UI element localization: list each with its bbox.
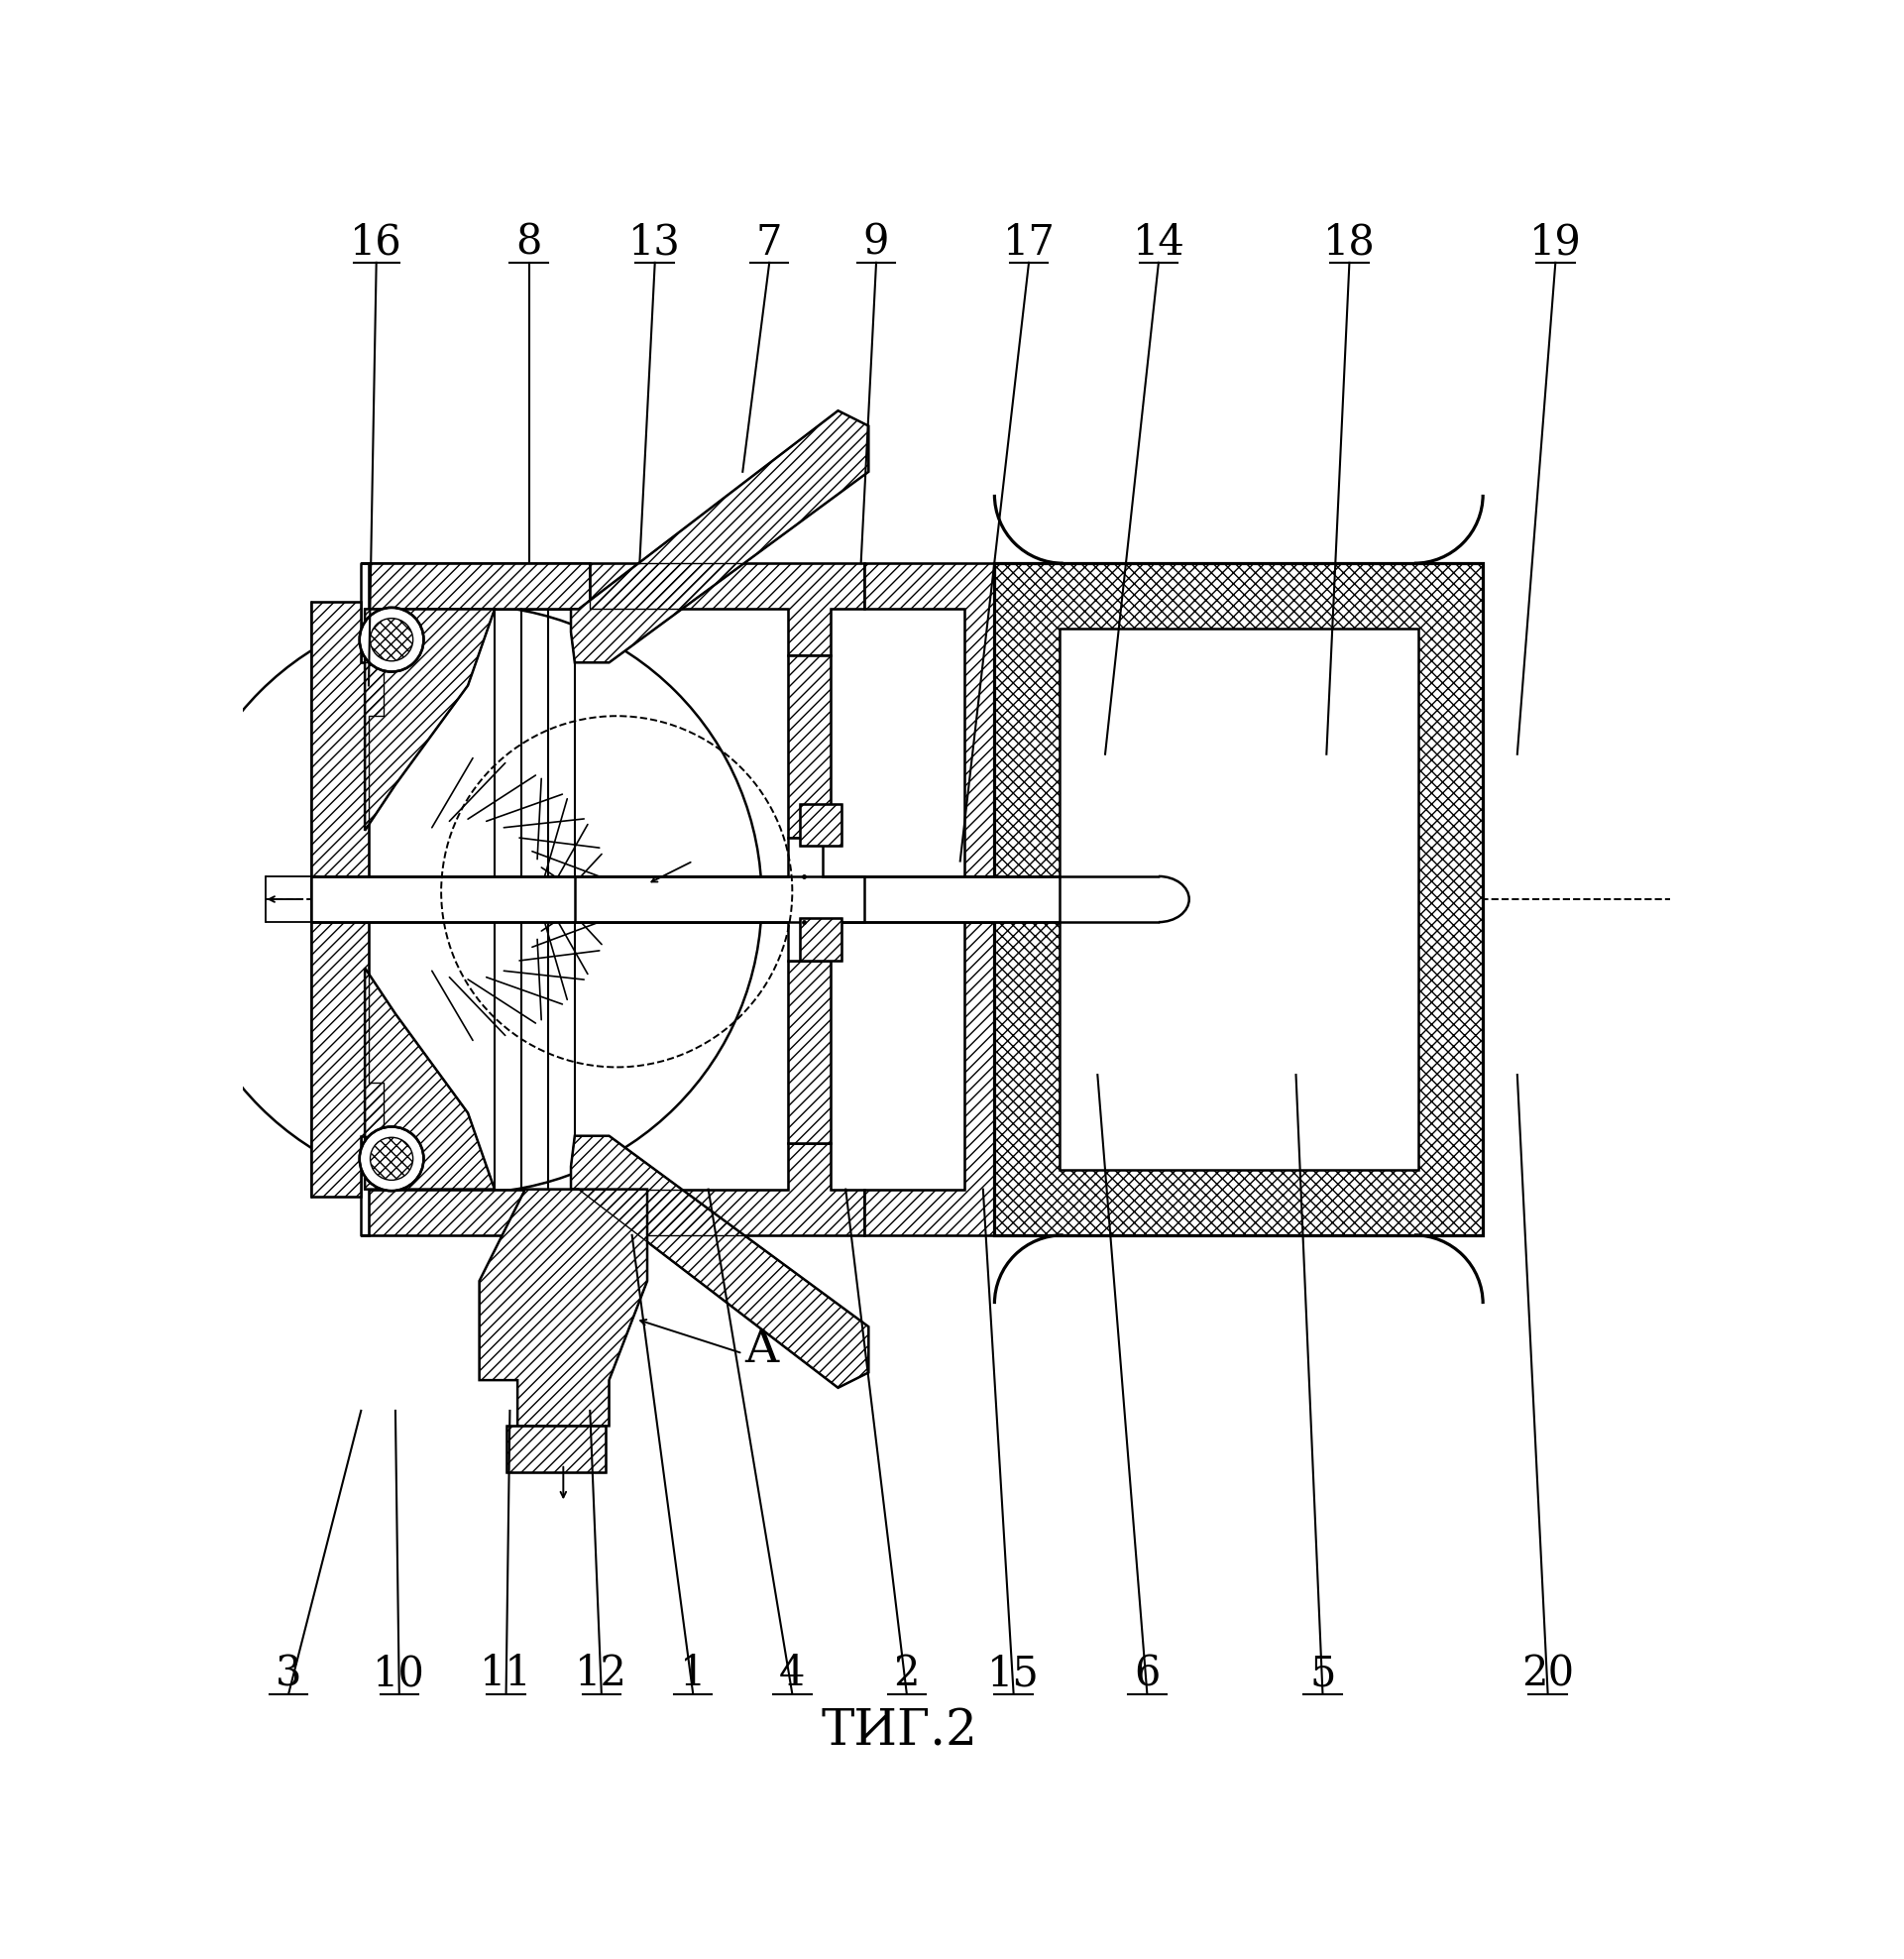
Text: 6: 6	[1135, 1653, 1160, 1695]
Text: 12: 12	[575, 1653, 628, 1695]
Circle shape	[360, 607, 423, 672]
Text: 7: 7	[756, 221, 783, 263]
Polygon shape	[362, 1189, 590, 1234]
Polygon shape	[575, 838, 864, 960]
Text: 19: 19	[1529, 221, 1582, 263]
Polygon shape	[366, 609, 495, 831]
Polygon shape	[590, 564, 864, 654]
Text: 14: 14	[1133, 221, 1184, 263]
Polygon shape	[366, 968, 495, 1189]
Polygon shape	[864, 564, 994, 876]
Polygon shape	[571, 1136, 868, 1387]
Polygon shape	[480, 1189, 647, 1426]
Text: 13: 13	[628, 221, 682, 263]
Circle shape	[360, 1126, 423, 1191]
Text: 5: 5	[1310, 1653, 1337, 1695]
Text: 4: 4	[779, 1653, 805, 1695]
Text: 17: 17	[1003, 221, 1055, 263]
Text: ΤИГ.2: ΤИГ.2	[821, 1706, 977, 1755]
Polygon shape	[788, 654, 830, 838]
Polygon shape	[590, 1144, 864, 1234]
Polygon shape	[571, 411, 868, 662]
Text: 1: 1	[680, 1653, 706, 1695]
Polygon shape	[312, 601, 385, 899]
Text: 8: 8	[516, 221, 543, 263]
Text: 16: 16	[350, 221, 402, 263]
Text: 10: 10	[373, 1653, 425, 1695]
Polygon shape	[362, 564, 590, 609]
Polygon shape	[864, 923, 994, 1234]
Polygon shape	[312, 899, 385, 1197]
Text: 18: 18	[1323, 221, 1375, 263]
Polygon shape	[994, 564, 1483, 1234]
Text: 20: 20	[1521, 1653, 1575, 1695]
Polygon shape	[788, 960, 830, 1144]
Text: A: A	[744, 1326, 779, 1371]
Text: 3: 3	[276, 1653, 301, 1695]
Text: 15: 15	[988, 1653, 1040, 1695]
Polygon shape	[800, 803, 842, 846]
Polygon shape	[800, 919, 842, 960]
Polygon shape	[1059, 629, 1418, 1170]
Text: 11: 11	[480, 1653, 533, 1695]
Polygon shape	[312, 876, 1158, 923]
Text: 9: 9	[863, 221, 889, 263]
Polygon shape	[506, 1426, 605, 1471]
Text: 2: 2	[893, 1653, 920, 1695]
